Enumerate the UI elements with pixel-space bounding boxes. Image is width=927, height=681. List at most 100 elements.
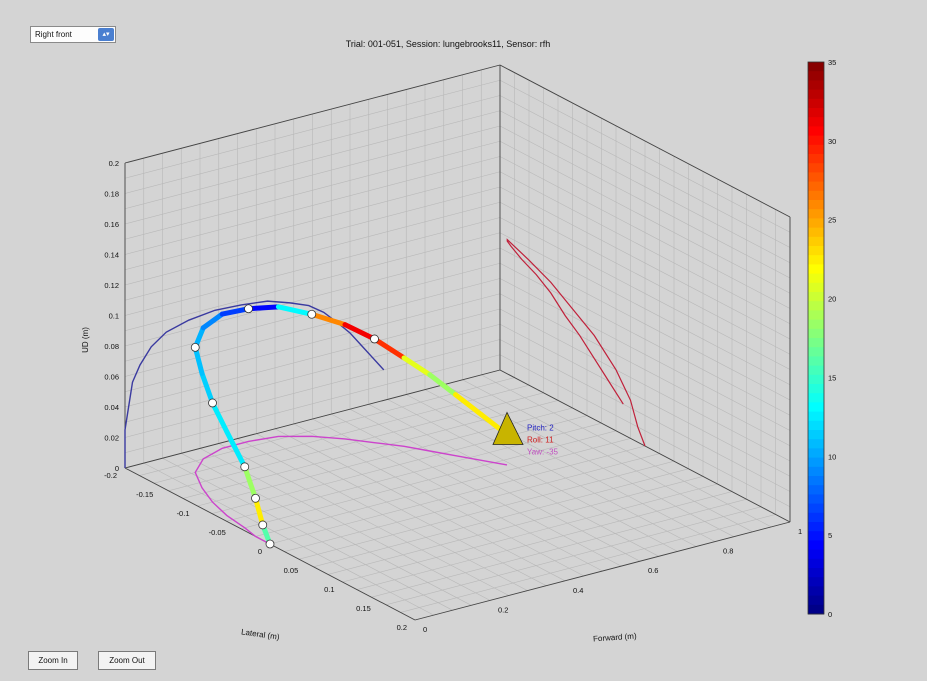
trajectory-segment <box>309 311 348 328</box>
y-tick-label: -0.1 <box>177 509 190 518</box>
x-tick-label: 0.8 <box>723 547 733 556</box>
wall-gridline <box>499 110 791 264</box>
floor-gridline <box>331 413 622 567</box>
box-edge <box>414 521 791 621</box>
floor-gridline <box>385 506 762 606</box>
trajectory-marker <box>265 539 275 549</box>
colorbar-swatch <box>808 154 824 164</box>
floor-gridline <box>368 404 659 557</box>
colorbar-tick-label: 25 <box>828 216 836 225</box>
x-axis-label: Forward (m) <box>593 631 637 643</box>
wall-gridline <box>124 156 501 255</box>
y-tick-label: 0 <box>258 547 262 556</box>
colorbar-swatch <box>808 80 824 91</box>
sensor-select[interactable]: Right front ▴▾ <box>30 26 116 43</box>
wall-gridline <box>499 156 791 309</box>
colorbar-swatch <box>808 430 824 440</box>
wall-gridline <box>499 201 791 355</box>
trajectory-marker <box>370 334 379 344</box>
orientation-cone <box>492 411 524 445</box>
zoom-in-button[interactable]: Zoom In <box>28 651 78 670</box>
floor-gridline <box>481 374 772 528</box>
trajectory-segment <box>199 370 215 406</box>
floor-gridline <box>462 379 753 533</box>
trajectory-marker <box>258 520 268 530</box>
orientation-label: Roll: 11 <box>527 435 554 444</box>
z-tick-label: 0.16 <box>104 220 119 229</box>
x-tick-label: 0.4 <box>573 586 583 595</box>
select-stepper-icon[interactable]: ▴▾ <box>98 28 114 41</box>
colorbar-swatch <box>808 503 824 514</box>
colorbar-swatch <box>808 374 824 385</box>
colorbar-swatch <box>808 402 824 413</box>
trajectory-marker <box>244 304 253 314</box>
trajectory-segment <box>192 344 205 376</box>
floor-gridline <box>406 394 697 547</box>
colorbar-swatch <box>808 439 824 449</box>
trajectory-segment <box>427 372 458 398</box>
colorbar-swatch <box>808 365 824 376</box>
wall-gridline <box>124 171 501 271</box>
colorbar-swatch <box>808 255 824 265</box>
colorbar-swatch <box>808 126 824 137</box>
z-tick-label: 0.14 <box>104 251 119 260</box>
floor-gridline <box>298 460 675 560</box>
colorbar-swatch <box>808 135 824 146</box>
colorbar-swatch <box>808 494 824 505</box>
colorbar-swatch <box>808 144 824 155</box>
colorbar-swatch <box>808 448 824 459</box>
colorbar-tick-label: 20 <box>828 295 836 304</box>
box-edge <box>124 64 501 164</box>
y-tick-label: -0.05 <box>209 528 226 537</box>
colorbar-swatch <box>808 568 824 578</box>
colorbar-swatch <box>808 98 824 109</box>
colorbar-swatch <box>808 420 824 431</box>
colorbar-tick-label: 35 <box>828 58 836 67</box>
colorbar-swatch <box>808 200 824 210</box>
wall-gridline <box>124 95 501 194</box>
orientation-indicator: Pitch: 2 Roll: 11 Yaw: -35 <box>492 411 559 456</box>
floor-gridline <box>313 468 689 568</box>
colorbar-swatch <box>808 62 824 72</box>
colorbar-swatch <box>808 577 824 587</box>
colorbar-tick-label: 5 <box>828 531 832 540</box>
colorbar-swatch <box>808 172 824 183</box>
colorbar-swatch <box>808 338 824 348</box>
colorbar-swatch <box>808 218 824 229</box>
zoom-out-button[interactable]: Zoom Out <box>98 651 156 670</box>
wall-gridline <box>124 79 501 179</box>
colorbar-swatch <box>808 236 824 247</box>
trajectory-segment <box>219 306 251 317</box>
z-tick-label: 0.02 <box>104 434 119 443</box>
colorbar-swatch <box>808 604 824 615</box>
colorbar-swatch <box>808 457 824 468</box>
wall-gridline <box>124 217 501 316</box>
colorbar-swatch <box>808 347 824 357</box>
colorbar-swatch <box>808 522 824 532</box>
colorbar-swatch <box>808 485 824 495</box>
wall-gridline <box>499 217 791 370</box>
x-tick-label: 0.2 <box>498 605 508 614</box>
colorbar-swatch <box>808 264 824 275</box>
wall-gridline <box>499 140 791 294</box>
trajectory-segment <box>224 429 248 470</box>
colorbar-tick-label: 0 <box>828 610 832 619</box>
orientation-label: Yaw: -35 <box>527 447 559 456</box>
trajectory-segment <box>246 304 281 312</box>
colorbar-swatch <box>808 595 824 606</box>
wall-gridline <box>124 201 501 301</box>
y-tick-label: -0.15 <box>136 490 153 499</box>
wall-gridline <box>499 186 791 340</box>
box-edge <box>124 369 501 469</box>
x-tick-label: 0.6 <box>648 566 658 575</box>
colorbar-swatch <box>808 540 824 551</box>
z-tick-label: 0.06 <box>104 373 119 382</box>
z-tick-label: 0.18 <box>104 190 119 199</box>
colorbar-swatch <box>808 328 824 339</box>
colorbar-swatch <box>808 356 824 367</box>
trajectory-segment <box>242 464 258 501</box>
trajectory-segment <box>401 355 433 378</box>
x-tick-label: 1 <box>798 527 802 536</box>
